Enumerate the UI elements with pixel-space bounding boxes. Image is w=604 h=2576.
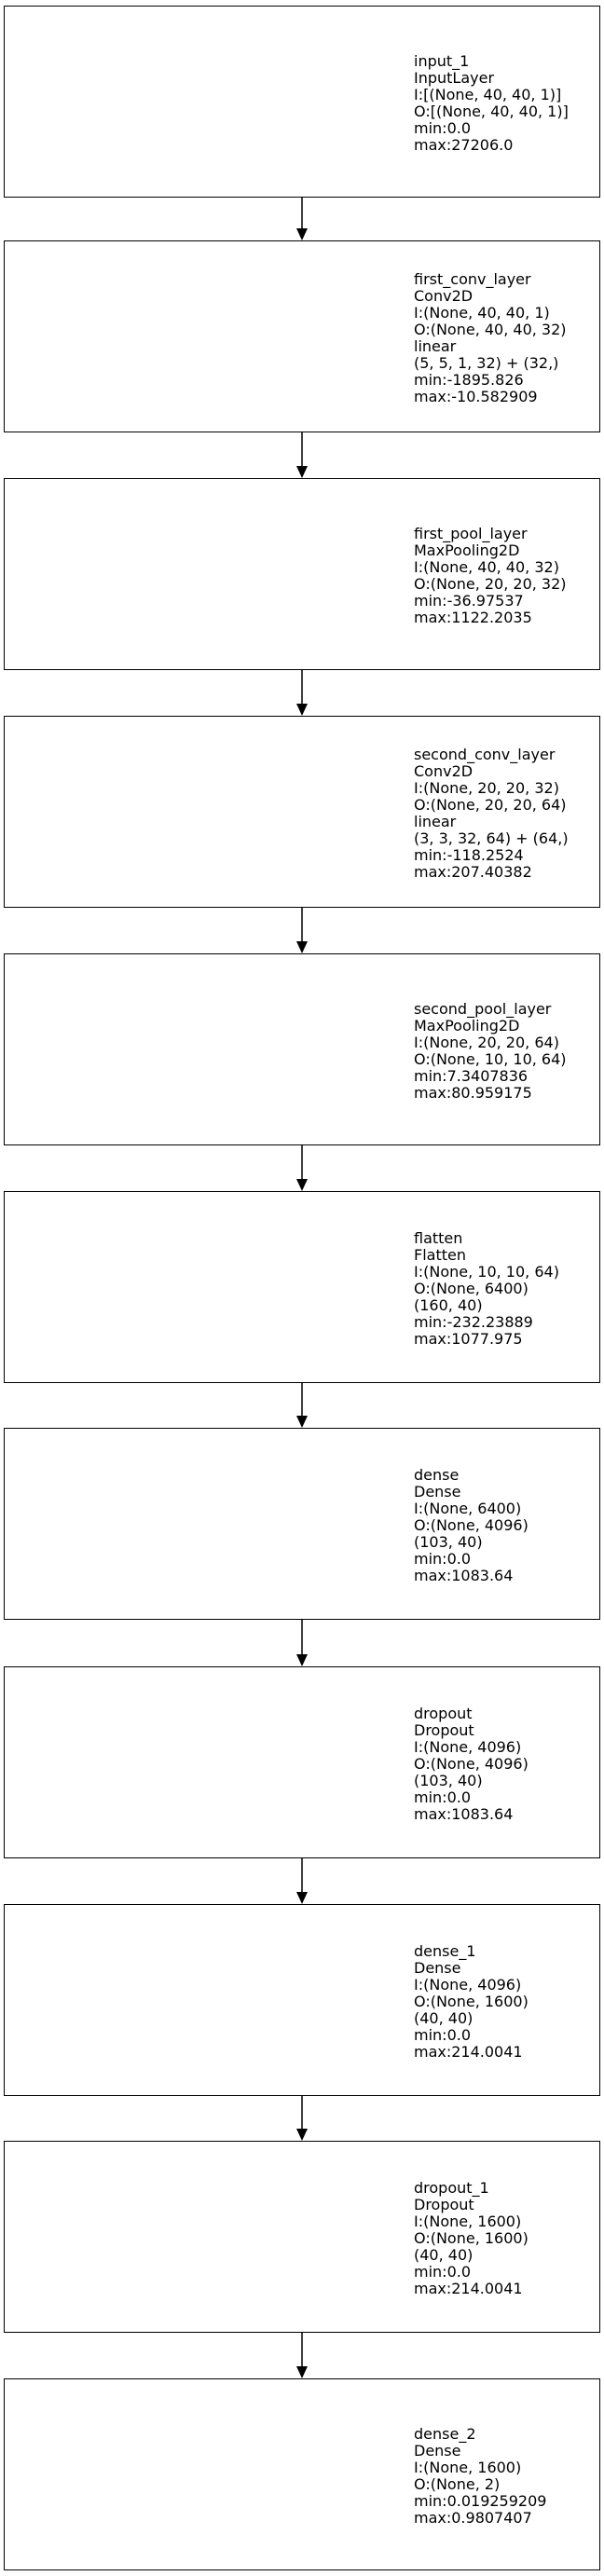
arrow-head [296, 704, 308, 716]
arrow-connector [296, 1858, 308, 1904]
arrow-connector [296, 908, 308, 953]
arrow-connector [296, 432, 308, 478]
arrow-head [296, 1179, 308, 1191]
arrow-connector [296, 1620, 308, 1666]
arrow-connector [296, 1145, 308, 1191]
arrow-head [296, 466, 308, 478]
arrow-head [296, 228, 308, 240]
arrow-connector [296, 2096, 308, 2141]
arrow-head [296, 1892, 308, 1904]
arrow-head [296, 2366, 308, 2378]
arrow-connector [296, 1383, 308, 1428]
arrow-head [296, 2129, 308, 2141]
arrow-connector [296, 670, 308, 716]
arrow-head [296, 1654, 308, 1666]
arrow-head [296, 1416, 308, 1428]
arrow-connector [296, 2333, 308, 2378]
arrow-connector [296, 198, 308, 240]
arrow-head [296, 941, 308, 953]
